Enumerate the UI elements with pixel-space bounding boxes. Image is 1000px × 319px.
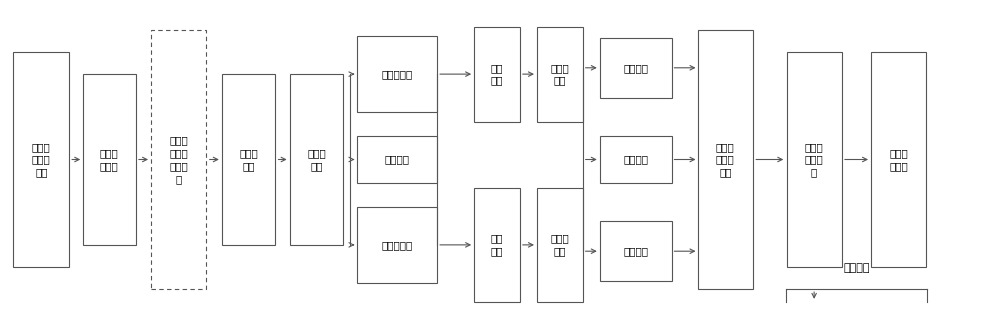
Bar: [357, 136, 437, 183]
Text: 相空间
重构: 相空间 重构: [239, 148, 258, 171]
Text: 构造混
合特征
向量: 构造混 合特征 向量: [716, 142, 735, 177]
Text: 径向基
神经网
络: 径向基 神经网 络: [805, 142, 823, 177]
Bar: [290, 74, 343, 245]
Bar: [357, 36, 437, 112]
Text: 右投影矩阵: 右投影矩阵: [382, 69, 413, 79]
Bar: [537, 27, 583, 122]
Bar: [357, 207, 437, 283]
Text: 采集红
外热图
序列: 采集红 外热图 序列: [32, 142, 51, 177]
Bar: [151, 30, 206, 289]
Text: 缺陷识
别分类: 缺陷识 别分类: [890, 148, 908, 171]
Text: 特征向量: 特征向量: [623, 63, 648, 73]
Text: 奇异值
分解: 奇异值 分解: [550, 234, 569, 256]
Text: 特征向量: 特征向量: [623, 246, 648, 256]
Text: 奇异向量: 奇异向量: [385, 154, 410, 165]
Bar: [600, 38, 672, 98]
Text: 矩阵
重构: 矩阵 重构: [491, 234, 503, 256]
Bar: [871, 52, 926, 267]
Text: 左投影矩阵: 左投影矩阵: [382, 240, 413, 250]
Bar: [474, 27, 520, 122]
Bar: [222, 74, 275, 245]
Text: 特征向量: 特征向量: [623, 154, 648, 165]
Bar: [787, 52, 842, 267]
Text: 确定缺
陷位置: 确定缺 陷位置: [100, 148, 118, 171]
Bar: [474, 188, 520, 302]
Text: 分割缺
陷区域
序列图
像: 分割缺 陷区域 序列图 像: [170, 135, 188, 184]
Bar: [600, 136, 672, 183]
Text: 网络训练: 网络训练: [844, 263, 870, 273]
Bar: [698, 30, 753, 289]
Text: 奇异值
分解: 奇异值 分解: [307, 148, 326, 171]
Text: 奇异值
分解: 奇异值 分解: [550, 63, 569, 85]
Bar: [537, 188, 583, 302]
Text: 矩阵
重构: 矩阵 重构: [491, 63, 503, 85]
Bar: [83, 74, 136, 245]
Bar: [600, 221, 672, 281]
Bar: [13, 52, 69, 267]
